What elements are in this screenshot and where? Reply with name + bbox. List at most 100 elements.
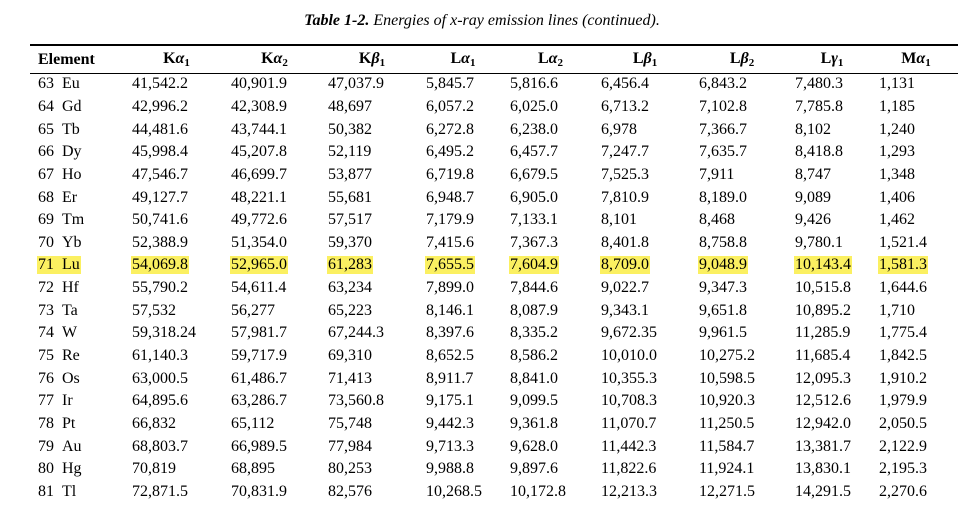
energy-cell-lb2: 6,843.2 — [694, 73, 790, 96]
energy-cell-ma1: 1,910.2 — [874, 367, 958, 390]
energy-value: 11,822.6 — [601, 460, 657, 478]
energy-cell-la2: 9,361.8 — [505, 413, 596, 436]
column-header-base: K — [163, 50, 176, 67]
energy-cell-ka1: 44,481.6 — [127, 118, 226, 141]
energy-cell-ka2: 57,981.7 — [226, 322, 323, 345]
column-header-ka2: Kα2 — [226, 46, 323, 73]
energy-value: 53,877 — [328, 165, 372, 183]
energy-cell-ma1: 1,521.4 — [874, 231, 958, 254]
energy-cell-la2: 8,335.2 — [505, 322, 596, 345]
energy-cell-ma1: 2,122.9 — [874, 435, 958, 458]
energy-cell-la1: 6,948.7 — [421, 186, 505, 209]
energy-cell-lb2: 7,102.8 — [694, 96, 790, 119]
column-header-greek: α — [175, 50, 185, 67]
energy-value: 8,586.2 — [510, 347, 558, 364]
energy-cell-la2: 6,238.0 — [505, 118, 596, 141]
atomic-number: 77 — [38, 392, 54, 410]
energy-value: 8,758.8 — [699, 233, 747, 251]
column-header-base: L — [820, 50, 832, 67]
energy-value: 7,785.8 — [795, 97, 843, 115]
energy-value: 57,517 — [328, 211, 372, 229]
energy-cell-ka1: 47,546.7 — [127, 164, 226, 187]
element-cell: 72 Hf — [30, 277, 127, 300]
energy-cell-lb1: 12,213.3 — [596, 481, 694, 504]
energy-value: 70,831.9 — [231, 482, 287, 500]
energy-cell-la1: 7,899.0 — [421, 277, 505, 300]
energy-value: 9,897.6 — [510, 460, 558, 478]
column-header-la1: Lα1 — [421, 46, 505, 73]
energy-value: 10,598.5 — [699, 369, 755, 387]
column-header-subscript: 2 — [748, 57, 755, 69]
column-header-subscript: 2 — [282, 57, 288, 69]
energy-cell-ka2: 59,717.9 — [226, 345, 323, 368]
energy-value: 49,772.6 — [231, 211, 287, 229]
energy-value: 59,370 — [328, 233, 372, 251]
energy-cell-lb1: 6,978 — [596, 118, 694, 141]
table-row: 63 Eu 41,542.2 40,901.9 47,037.9 5,845.7 5,81… — [30, 73, 958, 96]
table-row: 73 Ta 57,532 56,277 65,223 8,146.1 8,087.9 9,3… — [30, 299, 958, 322]
table-row: 64 Gd 42,996.2 42,308.9 48,697 6,057.2 6,025.… — [30, 96, 958, 119]
energy-value: 51,354.0 — [231, 233, 287, 251]
energy-value: 7,525.3 — [601, 165, 649, 183]
energy-value: 5,816.6 — [510, 75, 558, 93]
energy-cell-ka2: 61,486.7 — [226, 367, 323, 390]
energy-cell-la1: 6,719.8 — [421, 164, 505, 187]
energy-value: 10,515.8 — [795, 279, 851, 297]
energy-value: 9,988.8 — [426, 460, 474, 478]
column-header-ka1: Kα1 — [127, 46, 226, 73]
energy-cell-ma1: 1,348 — [874, 164, 958, 187]
energy-cell-ma1: 1,581.3 — [874, 254, 958, 277]
element-cell: 67 Ho — [30, 164, 127, 187]
energy-cell-lb1: 10,708.3 — [596, 390, 694, 413]
energy-cell-lb2: 9,347.3 — [694, 277, 790, 300]
table-row: 67 Ho 47,546.7 46,699.7 53,877 6,719.8 6,679.… — [30, 164, 958, 187]
energy-cell-ka2: 70,831.9 — [226, 481, 323, 504]
energy-cell-lb1: 7,247.7 — [596, 141, 694, 164]
energy-cell-la1: 6,057.2 — [421, 96, 505, 119]
energy-cell-la2: 7,133.1 — [505, 209, 596, 232]
energy-cell-la2: 7,604.9 — [505, 254, 596, 277]
energy-value: 63,234 — [328, 279, 372, 297]
energy-cell-ka2: 48,221.1 — [226, 186, 323, 209]
energy-value: 10,268.5 — [426, 482, 482, 500]
energy-value: 69,310 — [328, 347, 372, 364]
column-header-greek: β — [371, 50, 380, 67]
energy-value: 9,780.1 — [795, 233, 843, 251]
atomic-number: 63 — [38, 75, 54, 93]
energy-value: 61,486.7 — [231, 369, 287, 387]
energy-value: 1,293 — [879, 143, 915, 161]
energy-value: 11,442.3 — [601, 437, 657, 455]
energy-value: 7,367.3 — [510, 233, 558, 251]
energy-value: 9,361.8 — [510, 414, 558, 432]
energy-cell-ka1: 66,832 — [127, 413, 226, 436]
energy-value: 1,644.6 — [879, 279, 927, 297]
energy-value: 7,366.7 — [699, 120, 747, 138]
energy-cell-la1: 5,845.7 — [421, 73, 505, 96]
energy-cell-lg1: 7,480.3 — [790, 73, 874, 96]
energy-cell-kb1: 67,244.3 — [323, 322, 421, 345]
energy-cell-la1: 8,911.7 — [421, 367, 505, 390]
energy-cell-la2: 5,816.6 — [505, 73, 596, 96]
energy-cell-lg1: 11,285.9 — [790, 322, 874, 345]
table-row: 81 Tl 72,871.5 70,831.9 82,576 10,268.5 10,17… — [30, 481, 958, 504]
element-cell: 64 Gd — [30, 96, 127, 119]
energy-cell-ma1: 1,842.5 — [874, 345, 958, 368]
energy-cell-ka1: 64,895.6 — [127, 390, 226, 413]
table-header-rule — [30, 73, 958, 74]
element-symbol: Lu — [62, 256, 80, 274]
energy-value: 1,348 — [879, 165, 915, 183]
element-symbol: Tm — [62, 211, 85, 229]
energy-cell-ka1: 50,741.6 — [127, 209, 226, 232]
energy-value: 1,979.9 — [879, 392, 927, 410]
energy-cell-ma1: 2,050.5 — [874, 413, 958, 436]
element-label: 65 Tb — [37, 121, 81, 139]
energy-cell-la2: 7,367.3 — [505, 231, 596, 254]
element-symbol: Tl — [62, 482, 77, 500]
energy-value: 9,048.9 — [698, 256, 748, 275]
table-row: 79 Au 68,803.7 66,989.5 77,984 9,713.3 9,628.… — [30, 435, 958, 458]
atomic-number: 73 — [38, 301, 54, 319]
energy-value: 70,819 — [132, 460, 176, 478]
element-cell: 75 Re — [30, 345, 127, 368]
energy-value: 63,286.7 — [231, 392, 287, 410]
column-header-greek: α — [273, 50, 283, 67]
